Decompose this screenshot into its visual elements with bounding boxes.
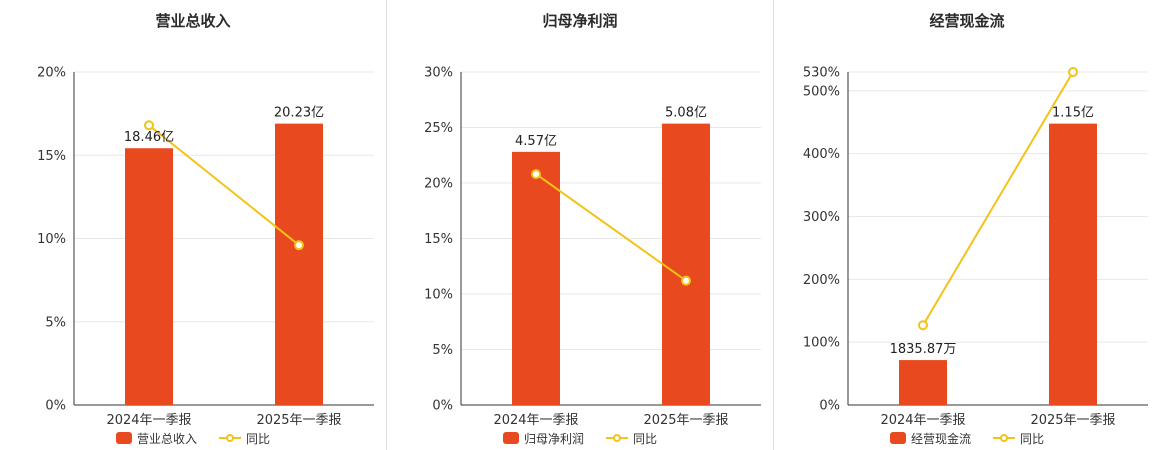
legend-label: 营业总收入 [136,431,197,446]
bar-value-label: 1835.87万 [890,342,957,357]
chart-legend: 归母净利润 同比 [387,426,773,450]
bar-swatch-icon [889,432,906,444]
legend-item-bar-series[interactable]: 经营现金流 [889,430,971,447]
legend-label: 同比 [1020,431,1045,446]
bar [125,148,173,406]
bar-value-label: 20.23亿 [274,106,324,121]
legend-item-bar-series[interactable]: 归母净利润 [502,430,584,447]
net-profit-chart: 0% 5% 10% 15% 20% 25% 30% 4.57亿 5.08亿 2024年一季报 202… [424,66,761,426]
legend-label: 经营现金流 [910,431,971,446]
legend-label: 同比 [633,431,658,446]
y-tick-label: 15% [424,232,453,247]
y-tick-label: 5% [432,343,453,358]
y-tick-label: 200% [803,273,840,288]
bar [512,151,560,405]
y-tick-label: 0% [819,399,840,414]
x-axis-label: 2025年一季报 [1030,413,1115,426]
y-tick-label: 300% [803,210,840,225]
line-marker-swatch-icon [993,433,1015,443]
bar [899,360,947,405]
y-tick-label: 10% [424,288,453,303]
y-tick-label: 0% [432,399,453,414]
y-tick-label: 20% [37,66,66,81]
chart-title: 营业总收入 [155,12,231,30]
bar [275,123,323,406]
line-marker-swatch-icon [606,433,628,443]
legend-label: 归母净利润 [523,431,584,446]
bar-swatch-icon [502,432,519,444]
y-tick-label: 500% [803,84,840,99]
chart-title: 归母净利润 [542,12,618,30]
yoy-line [535,173,687,282]
legend-item-bar-series[interactable]: 营业总收入 [115,430,197,447]
chart-panel-net-profit: 归母净利润 0% 5% 10% 15% 20% 25% 30% 4.57亿 5.08亿 2024年… [386,0,773,450]
line-marker [531,169,541,180]
chart-legend: 营业总收入 同比 [0,426,386,450]
y-tick-label: 5% [45,315,66,330]
line-marker [294,240,304,251]
line-marker [918,320,928,331]
bar-value-label: 5.08亿 [665,106,707,121]
chart-panel-operating-revenue: 营业总收入 0% 5% 10% 15% 20% 18.46亿 20.23亿 2024年一季报 2… [0,0,386,450]
line-marker [681,275,691,286]
bar-value-label: 1.15亿 [1052,106,1094,121]
x-axis-label: 2024年一季报 [880,413,965,426]
yoy-line [148,124,300,246]
operating-revenue-chart: 0% 5% 10% 15% 20% 18.46亿 20.23亿 2024年一季报 2025年一季… [37,66,374,426]
x-axis-label: 2025年一季报 [256,413,341,426]
y-tick-label: 15% [37,149,66,164]
bar [1049,123,1097,406]
y-tick-label: 100% [803,336,840,351]
x-axis-label: 2025年一季报 [643,413,728,426]
x-axis-label: 2024年一季报 [106,413,191,426]
bar [662,123,710,406]
yoy-line [922,71,1074,326]
chart-title: 经营现金流 [929,12,1005,30]
legend-label: 同比 [246,431,271,446]
y-tick-label: 530% [803,66,840,81]
bar-value-label: 18.46亿 [124,130,174,145]
y-tick-label: 0% [45,399,66,414]
line-marker [1068,67,1078,77]
y-tick-label: 30% [424,66,453,81]
y-tick-label: 20% [424,177,453,192]
y-tick-label: 10% [37,232,66,247]
line-marker-swatch-icon [219,433,241,443]
legend-item-line-series[interactable]: 同比 [993,430,1044,447]
chart-legend: 经营现金流 同比 [774,426,1160,450]
bar-swatch-icon [115,432,132,444]
y-tick-label: 400% [803,147,840,162]
x-axis-label: 2024年一季报 [493,413,578,426]
legend-item-line-series[interactable]: 同比 [606,430,657,447]
operating-cash-flow-chart: 0% 100% 200% 300% 400% 500% 530% 1835.87万 1.15亿 2… [803,66,1148,426]
line-marker [144,120,154,131]
y-tick-label: 25% [424,121,453,136]
legend-item-line-series[interactable]: 同比 [219,430,270,447]
bar-value-label: 4.57亿 [515,134,557,149]
chart-panel-operating-cash-flow: 经营现金流 0% 100% 200% 300% 400% 500% 530% 1835.87万… [773,0,1160,450]
